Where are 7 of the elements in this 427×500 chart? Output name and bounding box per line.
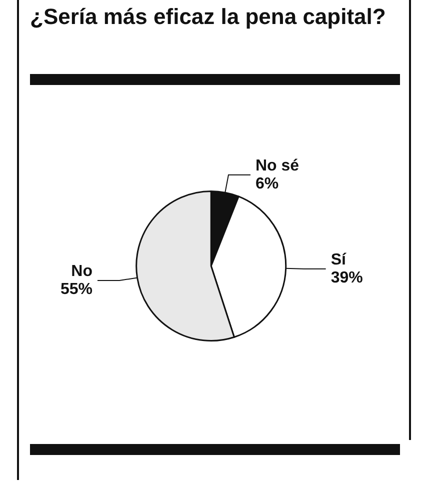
slice-label: No — [71, 263, 93, 280]
chart-title: ¿Sería más eficaz la pena capital? — [30, 4, 387, 29]
slice-label: Sí — [330, 251, 346, 268]
data-label: 6% — [255, 175, 279, 192]
data-label: 39% — [330, 269, 363, 286]
data-label: 55% — [60, 281, 92, 298]
slice-label: No sé — [255, 157, 300, 174]
